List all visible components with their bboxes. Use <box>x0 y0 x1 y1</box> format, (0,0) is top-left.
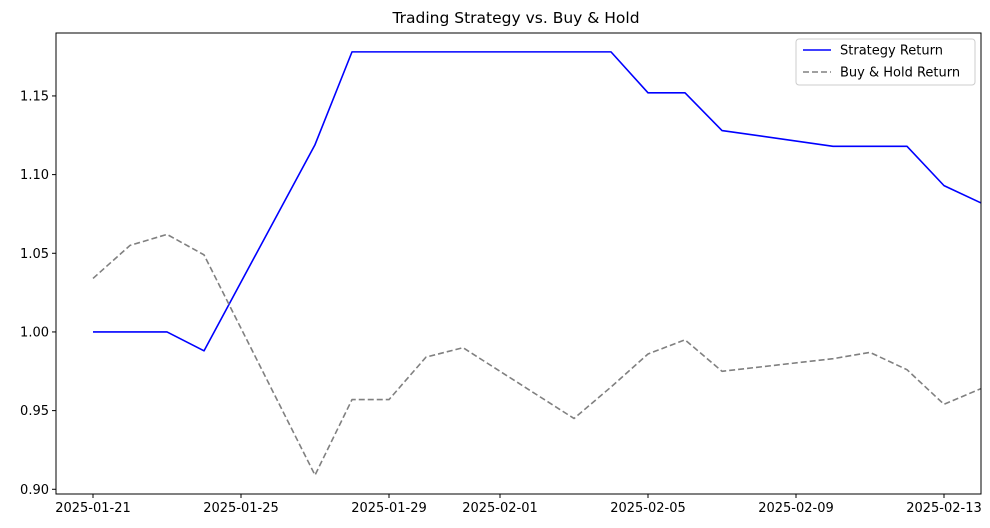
x-tick-label: 2025-01-21 <box>55 501 131 516</box>
y-tick-label: 1.00 <box>20 325 49 340</box>
chart-title: Trading Strategy vs. Buy & Hold <box>391 9 639 27</box>
legend-label-buy-hold: Buy & Hold Return <box>840 66 960 81</box>
y-tick-label: 1.15 <box>20 89 49 104</box>
x-tick-label: 2025-02-13 <box>906 501 982 516</box>
y-axis: 0.90 0.95 1.00 1.05 1.10 1.15 <box>20 89 56 498</box>
x-tick-label: 2025-01-25 <box>203 501 279 516</box>
x-axis: 2025-01-21 2025-01-25 2025-01-29 2025-02-01… <box>55 494 982 516</box>
x-tick-label: 2025-02-05 <box>610 501 686 516</box>
plot-frame <box>55 32 982 495</box>
plot-area <box>92 51 982 476</box>
legend-box <box>795 38 976 86</box>
y-tick-label: 0.95 <box>20 404 49 419</box>
series-line-buy-hold <box>92 233 982 476</box>
x-tick-label: 2025-02-09 <box>758 501 834 516</box>
y-tick-label: 0.90 <box>20 483 49 498</box>
legend: Strategy Return Buy & Hold Return <box>795 38 976 86</box>
x-tick-label: 2025-01-29 <box>351 501 427 516</box>
y-tick-label: 1.05 <box>20 247 49 262</box>
series-line-strategy <box>93 51 982 352</box>
legend-label-strategy: Strategy Return <box>840 44 943 59</box>
x-tick-label: 2025-02-01 <box>462 501 538 516</box>
y-tick-label: 1.10 <box>20 168 49 183</box>
